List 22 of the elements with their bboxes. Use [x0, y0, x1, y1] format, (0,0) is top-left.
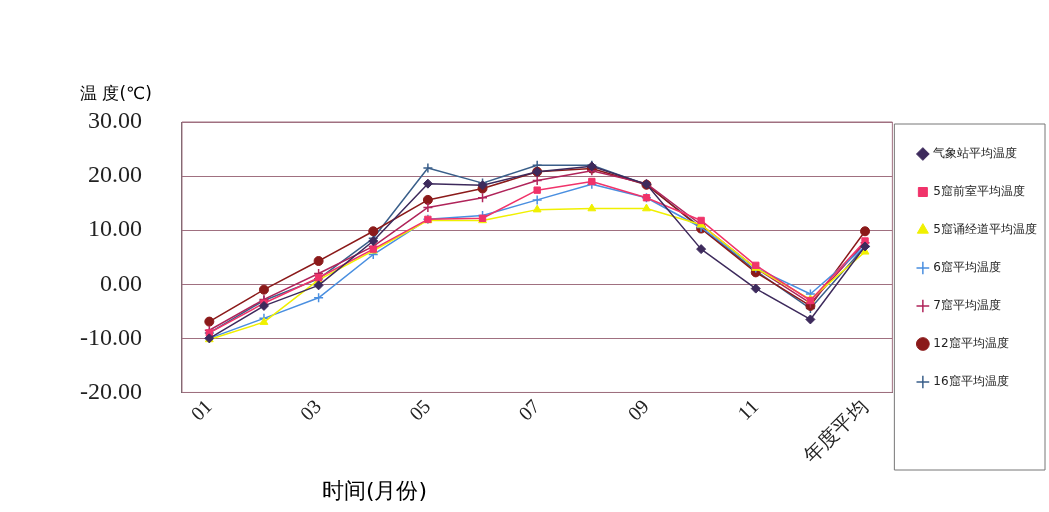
y-tick-label: 0.00 — [99, 269, 142, 296]
x-axis-title: 时间(月份) — [320, 477, 429, 505]
y-axis-title: 温 度(℃) — [80, 82, 152, 105]
legend-label: 6窟平均温度 — [933, 260, 1002, 275]
y-tick-label: -10.00 — [79, 323, 142, 350]
x-tick-label: 09 — [623, 394, 654, 425]
x-tick-label: 年度平均 — [799, 394, 872, 468]
x-tick-label: 01 — [186, 394, 216, 425]
y-tick-label: 10.00 — [87, 215, 142, 242]
legend-label: 7窟平均温度 — [933, 298, 1002, 313]
legend-label: 5窟诵经道平均温度 — [933, 222, 1038, 237]
y-tick-label: 30.00 — [87, 107, 142, 134]
x-tick-label: 07 — [514, 394, 544, 425]
legend-label: 16窟平均温度 — [933, 374, 1009, 389]
y-tick-label: -20.00 — [79, 377, 142, 404]
x-tick-label: 03 — [295, 394, 326, 425]
legend-label: 12窟平均温度 — [933, 336, 1009, 351]
legend-label: 气象站平均温度 — [933, 146, 1018, 161]
x-tick-label: 11 — [733, 394, 763, 425]
x-tick-label: 05 — [404, 394, 435, 425]
y-tick-label: 20.00 — [87, 161, 142, 188]
legend-label: 5窟前室平均温度 — [933, 184, 1026, 199]
